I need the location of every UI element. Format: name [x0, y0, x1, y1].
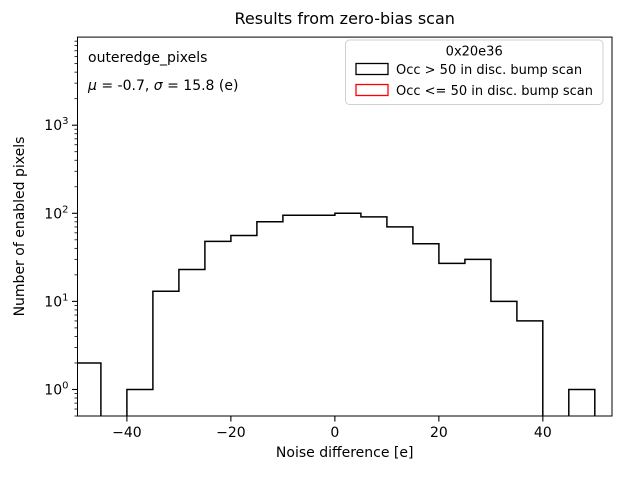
legend-box [345, 39, 604, 105]
histogram-steps [77, 212, 596, 416]
legend-entry-occ-gt50: Occ > 50 in disc. bump scan [396, 63, 582, 78]
y-tick-label: 101 [44, 292, 68, 310]
x-tick-label: 40 [534, 425, 552, 441]
legend-swatch-occ-gt50 [355, 62, 389, 76]
legend: 0x20e36 Occ > 50 in disc. bump scan Occ … [345, 39, 604, 105]
legend-title: 0x20e36 [446, 45, 503, 60]
stats-annotation: outeredge_pixels μ = -0.7, σ = 15.8 (e) [87, 50, 238, 94]
axes-frame [77, 36, 613, 417]
y-tick-label: 100 [44, 380, 68, 398]
x-tick-label: 0 [330, 425, 339, 441]
x-tick-label: −40 [112, 425, 142, 441]
x-axis-label: Noise difference [e] [276, 445, 414, 461]
y-tick-label: 103 [44, 116, 68, 134]
y-axis-label: Number of enabled pixels [12, 137, 28, 317]
histogram-series-group [77, 212, 596, 416]
annotation-stats: μ = -0.7, σ = 15.8 (e) [87, 78, 238, 94]
legend-entry-occ-le50: Occ <= 50 in disc. bump scan [396, 84, 593, 99]
plot-title: Results from zero-bias scan [234, 9, 454, 28]
annotation-dataset-label: outeredge_pixels [88, 50, 207, 66]
y-tick-label: 102 [44, 204, 68, 222]
x-tick-label: −20 [216, 425, 246, 441]
x-tick-label: 20 [430, 425, 448, 441]
x-axis-ticks: −40 −20 0 20 40 [112, 416, 552, 441]
histogram-step-path [77, 212, 596, 416]
legend-swatch-occ-le50 [355, 83, 389, 97]
